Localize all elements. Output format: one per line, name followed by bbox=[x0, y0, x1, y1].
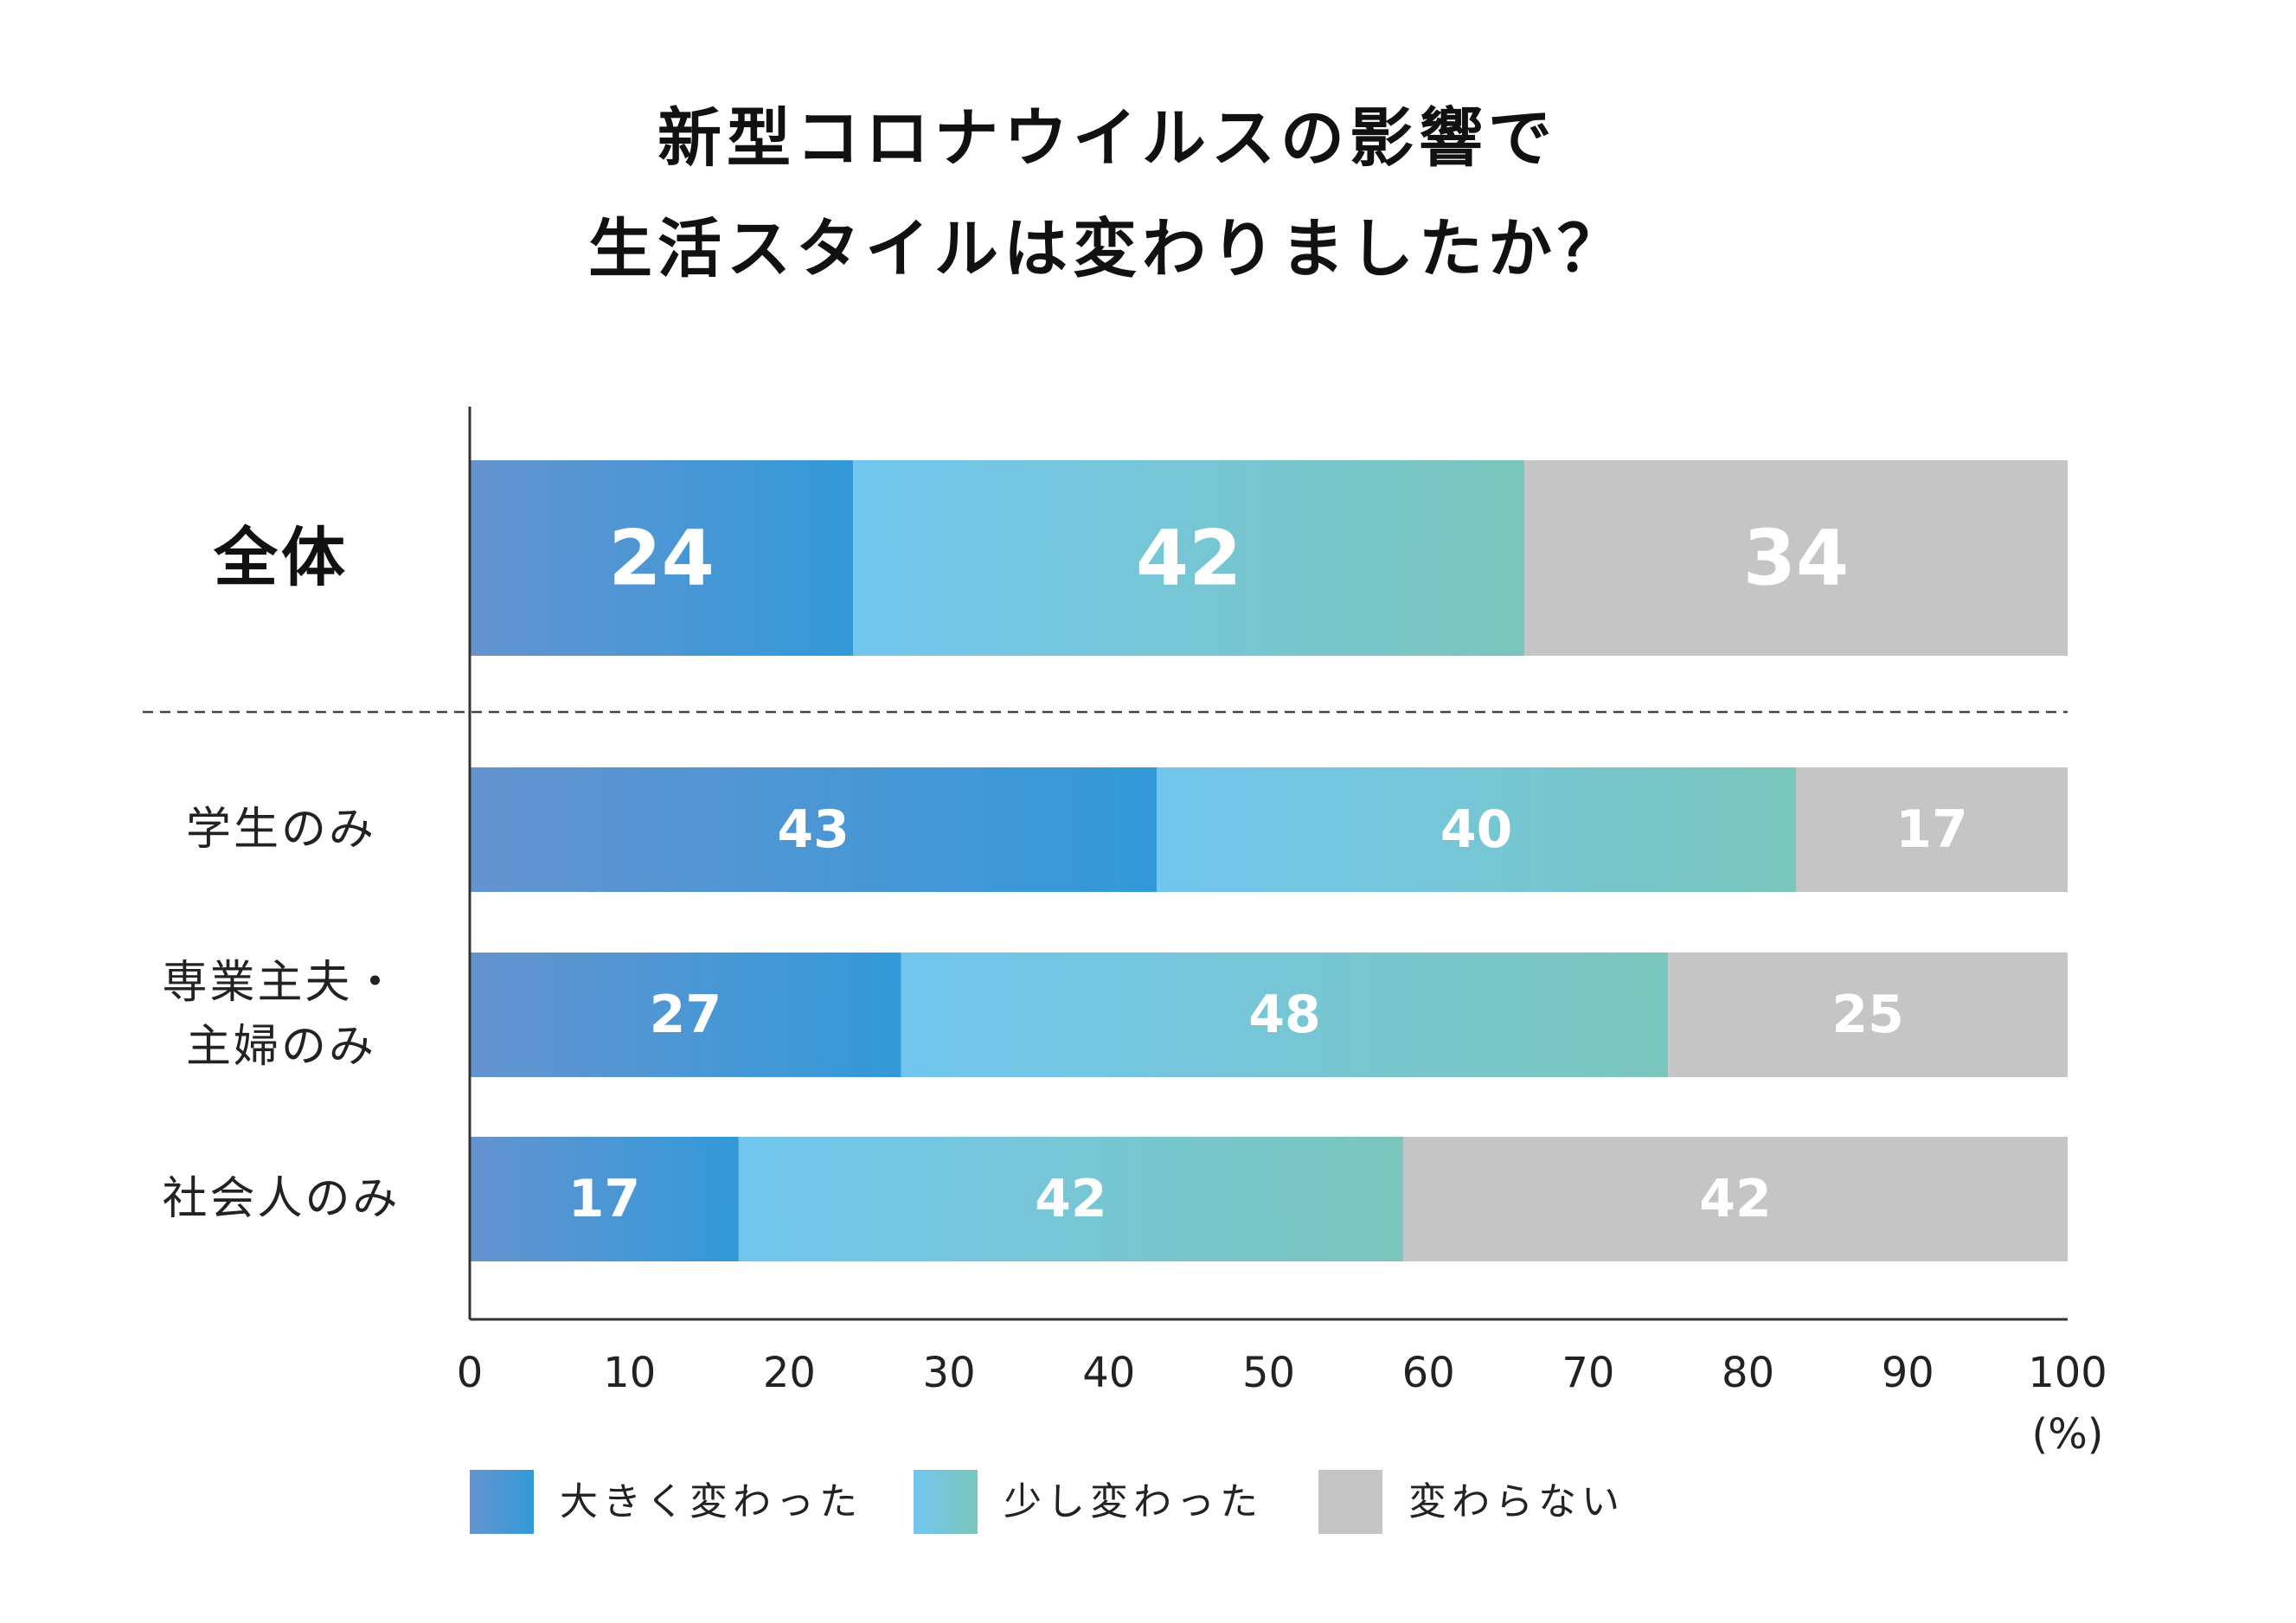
bar-segment bbox=[1796, 767, 2068, 892]
chart-title-line: 新型コロナウイルスの影響で bbox=[657, 101, 1557, 176]
x-tick-label: 60 bbox=[1402, 1349, 1455, 1397]
category-label: 専業主夫・ bbox=[162, 957, 400, 1009]
bar-value-label: 43 bbox=[777, 799, 850, 860]
x-tick-label: 40 bbox=[1082, 1349, 1135, 1397]
bar-segment bbox=[470, 460, 854, 656]
x-tick-label: 0 bbox=[457, 1349, 484, 1397]
bar-segment bbox=[470, 1137, 739, 1261]
bar-segment bbox=[470, 767, 1158, 892]
bar-value-label: 34 bbox=[1743, 514, 1849, 603]
bar-value-label: 25 bbox=[1831, 985, 1904, 1045]
x-tick-label: 20 bbox=[763, 1349, 816, 1397]
legend: 大きく変わった 少し変わった 変わらない bbox=[470, 1470, 1625, 1534]
x-tick-label: 10 bbox=[603, 1349, 656, 1397]
bar-segment bbox=[1524, 460, 2068, 656]
legend-swatch bbox=[1318, 1470, 1382, 1534]
bar-value-label: 42 bbox=[1136, 514, 1241, 603]
legend-swatch bbox=[470, 1470, 534, 1534]
x-tick-label: 70 bbox=[1562, 1349, 1614, 1397]
legend-label: 変わらない bbox=[1408, 1480, 1625, 1524]
x-tick-label: 80 bbox=[1722, 1349, 1774, 1397]
bar-segment bbox=[1157, 767, 1797, 892]
bar-value-label: 42 bbox=[1035, 1169, 1107, 1229]
category-label: 主婦のみ bbox=[186, 1021, 376, 1073]
x-unit-label: (%) bbox=[2031, 1410, 2103, 1459]
category-label: 社会人のみ bbox=[162, 1173, 400, 1225]
bar-value-label: 24 bbox=[608, 514, 714, 603]
legend-label: 少し変わった bbox=[1004, 1480, 1263, 1524]
bar-segment bbox=[470, 953, 901, 1077]
bar-segment bbox=[853, 460, 1525, 656]
bar-segment bbox=[901, 953, 1669, 1077]
bar-value-label: 40 bbox=[1440, 799, 1513, 860]
x-tick-label: 100 bbox=[2028, 1349, 2107, 1397]
bar-segment bbox=[1402, 1137, 2068, 1261]
category-label: 学生のみ bbox=[186, 804, 376, 856]
bar-value-label: 27 bbox=[650, 985, 722, 1045]
legend-swatch bbox=[914, 1470, 978, 1534]
bars: 24 42 34 43 40 17 27 48 25 17 42 42 bbox=[470, 460, 2068, 1261]
x-tick-label: 30 bbox=[923, 1349, 976, 1397]
bar-segment bbox=[738, 1137, 1403, 1261]
chart-title-line: 生活スタイルは変わりましたか？ bbox=[588, 212, 1626, 286]
legend-label: 大きく変わった bbox=[560, 1480, 863, 1524]
category-label: 全体 bbox=[213, 521, 349, 595]
x-tick-label: 50 bbox=[1242, 1349, 1295, 1397]
bar-value-label: 17 bbox=[1895, 799, 1968, 860]
x-axis: 0 10 20 30 40 50 60 70 80 90 100 (%) bbox=[143, 407, 2107, 1459]
bar-value-label: 17 bbox=[568, 1169, 641, 1229]
bar-value-label: 48 bbox=[1248, 985, 1321, 1045]
bar-value-label: 42 bbox=[1699, 1169, 1772, 1229]
bar-segment bbox=[1668, 953, 2068, 1077]
x-tick-label: 90 bbox=[1882, 1349, 1934, 1397]
